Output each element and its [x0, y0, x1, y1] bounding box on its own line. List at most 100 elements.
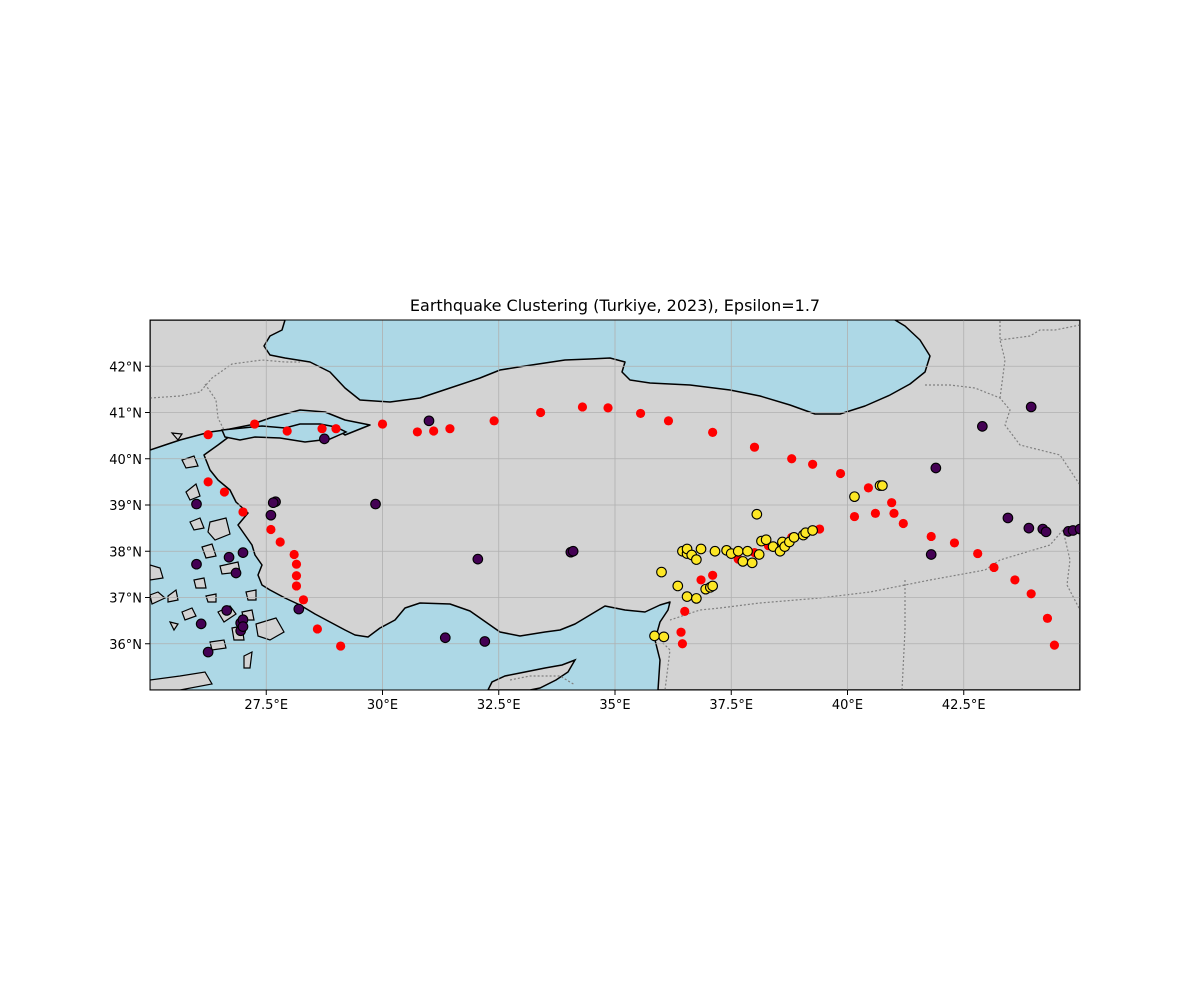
earthquake-point-noise: [889, 508, 899, 518]
earthquake-point-cluster-1: [672, 580, 684, 592]
earthquake-point-cluster-0: [930, 462, 942, 474]
earthquake-point-cluster-1: [649, 630, 660, 642]
earthquake-point-noise: [489, 416, 499, 426]
earthquake-point-noise: [1042, 613, 1053, 623]
earthquake-point-cluster-1: [760, 534, 772, 546]
earthquake-point-cluster-1: [742, 545, 753, 557]
earthquake-point-noise: [898, 518, 908, 529]
y-axis-ticks: 36°N 37°N 38°N 39°N 40°N 41°N 42°N: [109, 360, 150, 653]
earthquake-point-noise: [536, 407, 546, 418]
earthquake-point-cluster-1: [732, 545, 744, 557]
earthquake-point-cluster-0: [1023, 522, 1035, 534]
earthquake-point-cluster-1: [658, 631, 670, 643]
earthquake-point-noise: [926, 531, 936, 542]
earthquake-point-noise: [787, 454, 797, 464]
earthquake-point-noise: [577, 402, 588, 412]
earthquake-point-cluster-0: [319, 433, 330, 445]
earthquake-point-cluster-0: [237, 621, 249, 632]
earthquake-point-noise: [317, 424, 327, 434]
earthquake-point-noise: [412, 427, 422, 437]
earthquake-point-cluster-1: [691, 593, 702, 604]
earthquake-point-noise: [203, 477, 213, 487]
earthquake-point-noise: [266, 524, 276, 535]
x-tick-label: 27.5°E: [244, 698, 288, 713]
x-tick-label: 37.5°E: [709, 698, 753, 713]
earthquake-point-noise: [973, 548, 983, 559]
earthquake-point-noise: [377, 419, 388, 429]
plot-area: [150, 320, 1080, 690]
earthquake-point-cluster-0: [370, 498, 381, 510]
earthquake-point-noise: [680, 606, 690, 616]
y-tick-label: 42°N: [109, 360, 142, 375]
earthquake-point-noise: [676, 627, 686, 637]
earthquake-point-cluster-0: [423, 415, 435, 427]
earthquake-point-cluster-1: [691, 554, 702, 565]
earthquake-point-noise: [949, 538, 960, 548]
earthquake-point-cluster-1: [807, 525, 818, 536]
earthquake-point-cluster-1: [746, 557, 758, 569]
earthquake-point-noise: [219, 487, 229, 497]
earthquake-point-noise: [849, 511, 860, 522]
earthquake-point-noise: [835, 468, 846, 479]
earthquake-point-noise: [291, 581, 302, 591]
earthquake-point-noise: [708, 427, 718, 437]
cyprus: [487, 658, 577, 690]
earthquake-point-cluster-0: [191, 558, 202, 570]
y-tick-label: 39°N: [109, 499, 142, 514]
earthquake-point-cluster-0: [230, 567, 242, 579]
earthquake-point-cluster-0: [221, 605, 233, 616]
earthquake-point-noise: [696, 575, 706, 585]
earthquake-point-cluster-1: [737, 556, 749, 567]
earthquake-point-cluster-1: [753, 549, 765, 560]
earthquake-point-cluster-0: [439, 632, 451, 644]
x-tick-label: 35°E: [599, 698, 630, 713]
earthquake-point-noise: [708, 570, 718, 580]
earthquake-point-noise: [275, 537, 285, 547]
earthquake-point-noise: [808, 459, 818, 469]
y-tick-label: 37°N: [109, 592, 142, 607]
earthquake-point-noise: [336, 641, 346, 651]
earthquake-point-noise: [429, 426, 439, 436]
earthquake-point-noise: [291, 571, 302, 581]
earthquake-point-noise: [1049, 640, 1060, 650]
earthquake-point-noise: [989, 562, 999, 573]
earthquake-point-cluster-0: [472, 553, 484, 565]
earthquake-point-cluster-0: [1025, 401, 1037, 413]
earthquake-point-noise: [298, 595, 309, 605]
earthquake-point-noise: [635, 408, 646, 419]
y-tick-label: 38°N: [109, 545, 142, 560]
earthquake-point-noise: [282, 426, 292, 436]
earthquake-point-cluster-0: [202, 646, 214, 658]
earthquake-point-cluster-1: [788, 532, 800, 543]
earthquake-point-cluster-0: [479, 636, 491, 647]
earthquake-point-noise: [250, 419, 260, 429]
grid-lines: [150, 320, 1080, 690]
y-tick-label: 36°N: [109, 638, 142, 653]
earthquake-point-noise: [1010, 575, 1020, 585]
earthquake-point-cluster-0: [925, 549, 937, 560]
y-tick-label: 41°N: [109, 407, 142, 422]
x-tick-label: 30°E: [367, 698, 398, 713]
earthquake-point-cluster-1: [656, 566, 667, 578]
earthquake-point-noise: [677, 639, 688, 649]
x-tick-label: 32.5°E: [477, 698, 521, 713]
earthquake-point-cluster-0: [976, 421, 988, 432]
earthquake-point-cluster-1: [709, 545, 721, 557]
earthquake-point-cluster-0: [223, 551, 235, 563]
earthquake-point-cluster-1: [751, 508, 763, 520]
earthquake-point-cluster-0: [195, 618, 207, 630]
chart-title: Earthquake Clustering (Turkiye, 2023), E…: [410, 296, 820, 315]
country-borders: [150, 320, 1080, 690]
earthquake-point-cluster-0: [1002, 512, 1014, 524]
earthquake-point-cluster-1: [877, 480, 888, 491]
earthquake-point-cluster-1: [707, 580, 719, 592]
earthquake-point-cluster-0: [293, 603, 305, 615]
earthquake-point-noise: [863, 483, 874, 493]
scatter-points: [191, 401, 1080, 658]
earthquake-point-cluster-0: [267, 497, 279, 509]
earthquake-point-cluster-1: [849, 491, 860, 503]
earthquake-point-noise: [445, 424, 455, 434]
earthquake-point-noise: [331, 424, 341, 434]
earthquake-point-cluster-1: [695, 543, 707, 555]
